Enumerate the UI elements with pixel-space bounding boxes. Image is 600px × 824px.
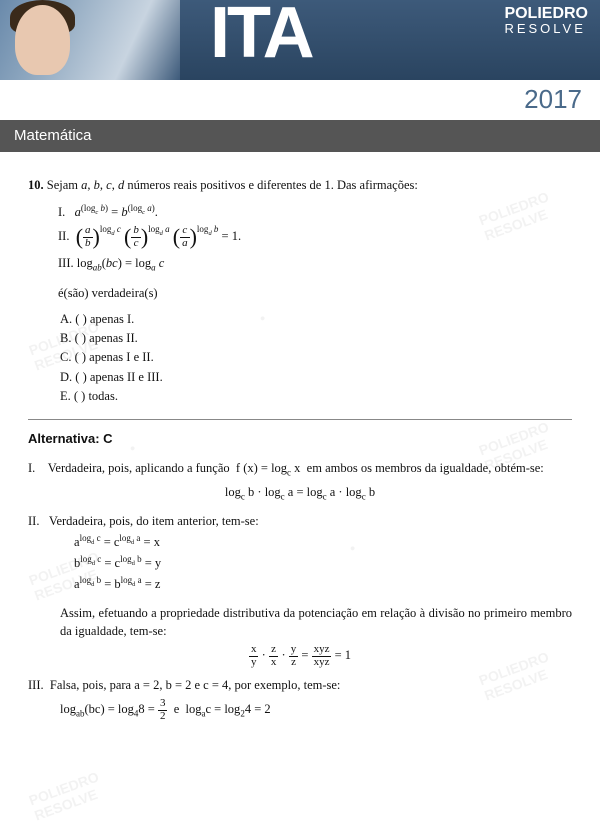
verdict-prompt: é(são) verdadeira(s): [28, 284, 572, 302]
statement-II: II. (ab)logd c (bc)logd a (ca)logd b = 1…: [58, 225, 572, 249]
eq-I: logc b · logc a = logc a · logc b: [28, 483, 572, 504]
year-bar: 2017: [0, 80, 600, 120]
eq-II-3: alogd b = blogd a = z: [28, 574, 572, 593]
eq-II-2: blogd c = clogd b = y: [28, 553, 572, 572]
option-A: A. ( ) apenas I.: [60, 310, 572, 328]
photo-face: [15, 5, 70, 75]
content-area: 10. Sejam a, b, c, d números reais posit…: [0, 152, 600, 740]
solution-item-III: III. Falsa, pois, para a = 2, b = 2 e c …: [28, 676, 572, 722]
eq-II-4: xy · zx · yz = xyzxyz = 1: [28, 644, 572, 668]
eq-II-1: alogd c = clogd a = x: [28, 532, 572, 551]
year-text: 2017: [524, 84, 582, 114]
option-D: D. ( ) apenas II e III.: [60, 368, 572, 386]
option-E: E. ( ) todas.: [60, 387, 572, 405]
options-block: A. ( ) apenas I. B. ( ) apenas II. C. ( …: [28, 310, 572, 405]
wm: POLIEDRORESOLVE: [27, 768, 107, 823]
option-C: C. ( ) apenas I e II.: [60, 348, 572, 366]
question-number: 10.: [28, 178, 44, 192]
header-banner: ITA POLIEDRO RESOLVE: [0, 0, 600, 80]
eq-III: logab(bc) = log48 = 32 e logac = log24 =…: [28, 698, 572, 722]
header-title: ITA: [210, 0, 312, 74]
subject-bar: Matemática: [0, 120, 600, 152]
sol-II-mid: Assim, efetuando a propriedade distribut…: [28, 604, 572, 640]
question-stem: 10. Sejam a, b, c, d números reais posit…: [28, 176, 572, 194]
statements-block: I. a(logc b) = b(logc a). II. (ab)logd c…: [28, 202, 572, 274]
statement-III: III. logab(bc) = loga c: [58, 254, 572, 275]
option-B: B. ( ) apenas II.: [60, 329, 572, 347]
brand-bottom: RESOLVE: [504, 22, 588, 35]
answer-label: Alternativa: C: [28, 430, 572, 449]
solution-item-II: II. Verdadeira, pois, do item anterior, …: [28, 512, 572, 668]
header-photo: [0, 0, 180, 80]
brand-top: POLIEDRO: [504, 6, 588, 22]
header-brand: POLIEDRO RESOLVE: [504, 6, 588, 35]
solution-item-I: I. Verdadeira, pois, aplicando a função …: [28, 459, 572, 504]
subject-text: Matemática: [14, 127, 92, 144]
statement-I: I. a(logc b) = b(logc a).: [58, 202, 572, 221]
separator-line: [28, 419, 572, 420]
